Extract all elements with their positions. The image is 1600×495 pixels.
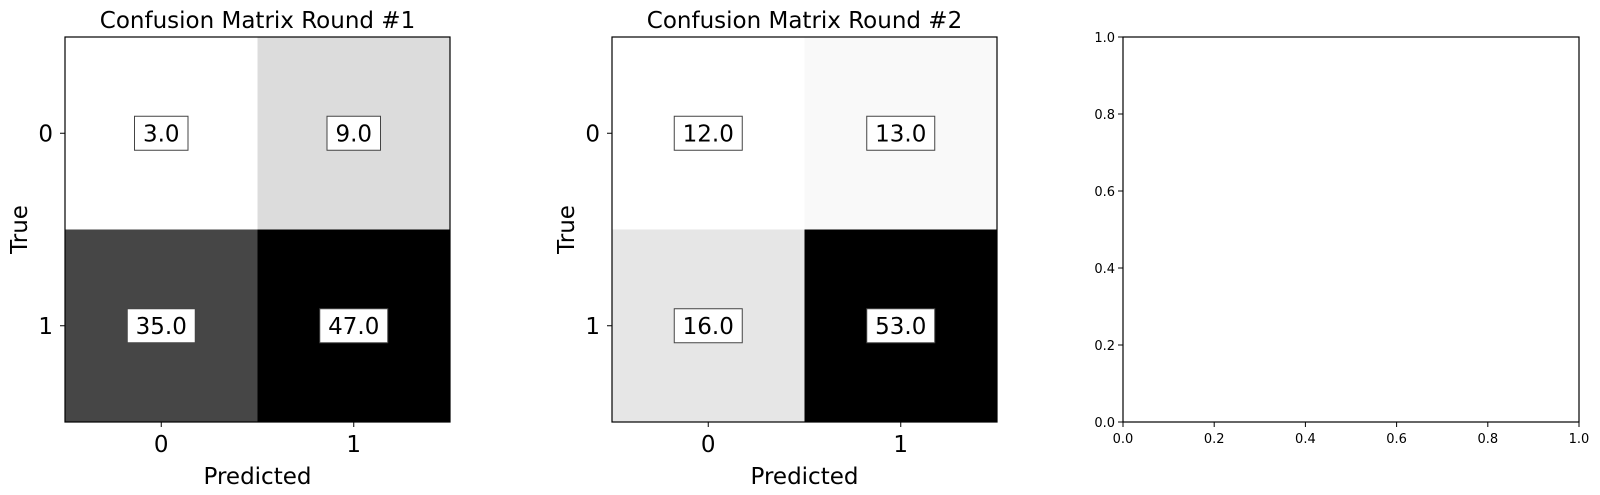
x-axis-label: Predicted [204, 464, 312, 490]
value-label-box [866, 308, 936, 344]
x-tick-label: 0.4 [1295, 432, 1316, 447]
y-tick-label: 0.0 [1094, 416, 1115, 431]
x-tick-label: 0 [701, 432, 716, 458]
y-tick-label: 0.6 [1094, 185, 1115, 200]
y-axis-label: True [7, 205, 33, 255]
axes-frame [611, 36, 998, 423]
value-label-box [673, 308, 743, 344]
value-label: 12.0 [683, 121, 734, 147]
y-tick-label: 0 [38, 121, 53, 147]
value-label: 53.0 [875, 314, 926, 340]
heatmap-chart-1: Confusion Matrix Round #1 3.0 9.0 35.0 47.0 0… [7, 8, 451, 490]
y-tick-label: 0.4 [1094, 262, 1115, 277]
value-label-box [134, 115, 189, 151]
value-label: 3.0 [143, 121, 180, 147]
value-label-box [673, 115, 743, 151]
y-tick-label: 0.2 [1094, 339, 1115, 354]
heatmap-chart-2: Confusion Matrix Round #2 12.0 13.0 16.0 53.… [554, 8, 998, 490]
chart-title: Confusion Matrix Round #2 [647, 8, 962, 34]
y-tick-label: 1.0 [1094, 31, 1115, 46]
chart-title: Confusion Matrix Round #1 [100, 8, 415, 34]
axes-frame [1122, 36, 1580, 423]
x-axis-label: Predicted [751, 464, 859, 490]
value-label: 47.0 [328, 314, 379, 340]
value-label: 35.0 [136, 314, 187, 340]
x-tick-label: 1 [893, 432, 908, 458]
axes-frame [64, 36, 451, 423]
x-tick-label: 0.8 [1477, 432, 1498, 447]
y-tick-label: 1 [585, 314, 600, 340]
value-label-box [866, 115, 936, 151]
y-tick-label: 0 [585, 121, 600, 147]
x-tick-label: 1 [346, 432, 361, 458]
x-tick-label: 0 [154, 432, 169, 458]
empty-axes-chart: 0.0 0.2 0.4 0.6 0.8 1.0 0.0 0.2 0.4 0.6 0.8 1.0 [1094, 31, 1589, 447]
x-tick-label: 1.0 [1569, 432, 1590, 447]
y-axis-label: True [554, 205, 580, 255]
y-tick-label: 1 [38, 314, 53, 340]
value-label: 16.0 [683, 314, 734, 340]
x-tick-label: 0.0 [1113, 432, 1134, 447]
value-label-box [326, 115, 381, 151]
x-tick-label: 0.2 [1204, 432, 1225, 447]
x-tick-label: 0.6 [1386, 432, 1407, 447]
y-tick-label: 0.8 [1094, 108, 1115, 123]
value-label-box [319, 308, 389, 344]
value-label: 13.0 [875, 121, 926, 147]
value-label-box [126, 308, 196, 344]
value-label: 9.0 [335, 121, 372, 147]
